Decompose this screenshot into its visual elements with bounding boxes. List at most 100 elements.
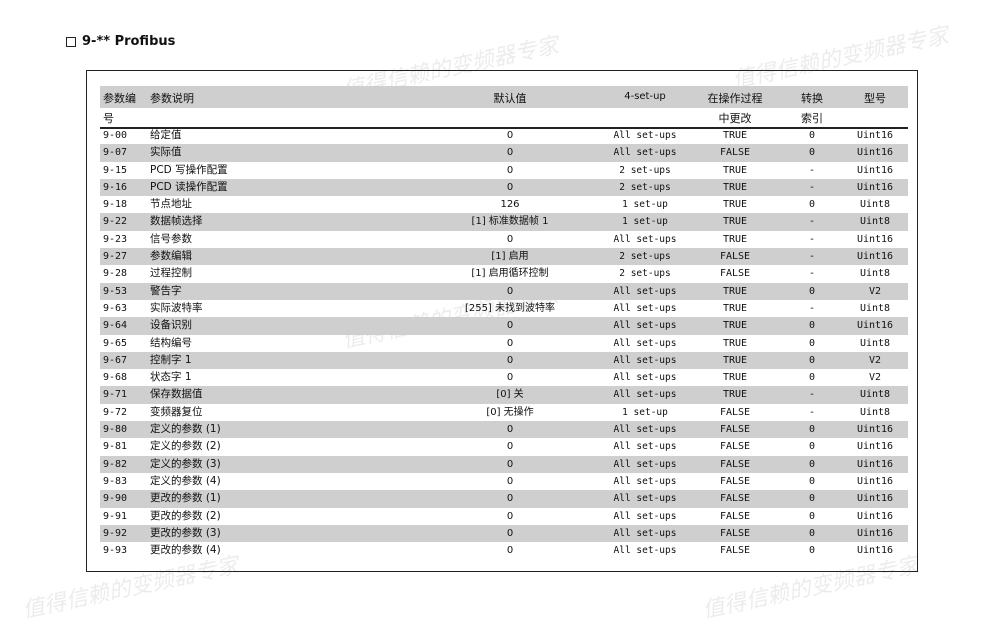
cell-data-type: Uint8: [859, 406, 891, 418]
cell-setup: All set-ups: [613, 458, 677, 470]
cell-change-during-op: FALSE: [719, 458, 751, 470]
header-id: 参数编: [103, 92, 136, 105]
cell-change-during-op: FALSE: [719, 493, 751, 505]
cell-param-id: 9-91: [103, 510, 128, 522]
cell-data-type: Uint8: [859, 199, 891, 211]
cell-conversion-index: 0: [808, 493, 816, 505]
cell-data-type: Uint16: [856, 424, 894, 436]
cell-data-type: Uint16: [856, 130, 894, 141]
cell-setup: All set-ups: [613, 130, 677, 141]
cell-data-type: V2: [868, 354, 882, 366]
cell-default-value: 0: [506, 441, 514, 453]
cell-conversion-index: 0: [808, 424, 816, 436]
table-row: 9-80 定义的参数 (1) 0 All set-ups FALSE 0 Uint16: [100, 421, 908, 439]
cell-param-desc: 定义的参数 (3): [150, 457, 221, 470]
cell-param-id: 9-16: [103, 181, 128, 193]
cell-conversion-index: 0: [808, 475, 816, 487]
cell-setup: All set-ups: [613, 510, 677, 522]
cell-setup: All set-ups: [613, 320, 677, 332]
cell-setup: 2 set-ups: [619, 164, 671, 176]
cell-default-value: 0: [506, 493, 514, 505]
section-title-text: 9-** Profibus: [82, 34, 176, 49]
cell-change-during-op: FALSE: [719, 406, 751, 418]
cell-conversion-index: -: [808, 389, 816, 401]
table-row: 9-63 实际波特率 [255] 未找到波特率 All set-ups TRUE - Uin…: [100, 300, 908, 317]
cell-change-during-op: TRUE: [722, 389, 748, 401]
cell-data-type: Uint16: [856, 493, 894, 505]
cell-data-type: Uint16: [856, 545, 894, 557]
cell-conversion-index: -: [808, 216, 816, 228]
cell-data-type: Uint16: [856, 164, 894, 176]
cell-change-during-op: TRUE: [722, 337, 748, 349]
cell-param-desc: 设备识别: [150, 319, 192, 332]
cell-conversion-index: -: [808, 164, 816, 176]
cell-param-id: 9-22: [103, 216, 128, 228]
cell-param-id: 9-92: [103, 527, 128, 539]
cell-param-desc: 定义的参数 (1): [150, 423, 221, 436]
cell-change-during-op: TRUE: [722, 199, 748, 211]
cell-param-desc: 定义的参数 (2): [150, 440, 221, 453]
cell-param-desc: 警告字: [150, 284, 182, 297]
cell-conversion-index: -: [808, 233, 816, 245]
header-setup: 4-set-up: [624, 91, 666, 102]
cell-setup: All set-ups: [613, 285, 677, 297]
cell-default-value: 0: [506, 337, 514, 349]
table-row: 9-15 PCD 写操作配置 0 2 set-ups TRUE - Uint16: [100, 162, 908, 179]
cell-data-type: Uint16: [856, 147, 894, 159]
cell-change-during-op: TRUE: [722, 216, 748, 228]
cell-setup: All set-ups: [613, 493, 677, 505]
cell-param-id: 9-65: [103, 337, 128, 349]
cell-default-value: 126: [500, 199, 520, 211]
cell-conversion-index: 0: [808, 337, 816, 349]
cell-param-id: 9-67: [103, 354, 128, 366]
cell-setup: All set-ups: [613, 424, 677, 436]
cell-setup: 2 set-ups: [619, 251, 671, 263]
cell-conversion-index: -: [808, 181, 816, 193]
cell-default-value: [255] 未找到波特率: [464, 302, 556, 314]
cell-change-during-op: TRUE: [722, 130, 748, 141]
cell-param-desc: 结构编号: [150, 336, 192, 349]
cell-data-type: V2: [868, 285, 882, 297]
table-row: 9-67 控制字 1 0 All set-ups TRUE 0 V2: [100, 351, 908, 370]
cell-data-type: Uint16: [856, 181, 894, 193]
cell-param-id: 9-28: [103, 268, 128, 280]
cell-setup: 1 set-up: [622, 199, 668, 211]
table-row: 9-22 数据帧选择 [1] 标准数据帧 1 1 set-up TRUE - Uint8: [100, 213, 908, 231]
cell-data-type: V2: [868, 372, 882, 384]
cell-conversion-index: 0: [808, 320, 816, 332]
cell-default-value: 0: [506, 130, 514, 141]
table-row: 9-16 PCD 读操作配置 0 2 set-ups TRUE - Uint16: [100, 178, 908, 197]
cell-change-during-op: FALSE: [719, 424, 751, 436]
cell-default-value: 0: [506, 354, 514, 366]
cell-param-desc: 更改的参数 (4): [150, 544, 221, 557]
table-row: 9-00 给定值 0 All set-ups TRUE 0 Uint16: [100, 127, 908, 144]
header-change: 在操作过程: [707, 92, 763, 105]
cell-default-value: [0] 无操作: [486, 406, 534, 418]
cell-change-during-op: TRUE: [722, 233, 748, 245]
cell-setup: All set-ups: [613, 372, 677, 384]
header-type: 型号: [864, 92, 886, 105]
cell-param-desc: 节点地址: [150, 198, 192, 211]
cell-setup: All set-ups: [613, 389, 677, 401]
cell-setup: All set-ups: [613, 233, 677, 245]
cell-change-during-op: FALSE: [719, 527, 751, 539]
cell-change-during-op: TRUE: [722, 181, 748, 193]
cell-param-desc: 更改的参数 (2): [150, 509, 221, 522]
table-row: 9-83 定义的参数 (4) 0 All set-ups FALSE 0 Uint16: [100, 473, 908, 490]
cell-data-type: Uint16: [856, 510, 894, 522]
cell-change-during-op: FALSE: [719, 147, 751, 159]
cell-data-type: Uint16: [856, 251, 894, 263]
cell-setup: All set-ups: [613, 302, 677, 314]
cell-setup: 1 set-up: [622, 406, 668, 418]
cell-param-id: 9-81: [103, 441, 128, 453]
parameter-table-frame: [86, 70, 918, 572]
cell-conversion-index: -: [808, 406, 816, 418]
cell-data-type: Uint8: [859, 302, 891, 314]
cell-param-desc: 更改的参数 (1): [150, 492, 221, 505]
cell-setup: All set-ups: [613, 475, 677, 487]
header-band: [100, 86, 908, 108]
cell-conversion-index: 0: [808, 130, 816, 141]
cell-setup: 1 set-up: [622, 216, 668, 228]
cell-data-type: Uint8: [859, 389, 891, 401]
cell-conversion-index: 0: [808, 458, 816, 470]
